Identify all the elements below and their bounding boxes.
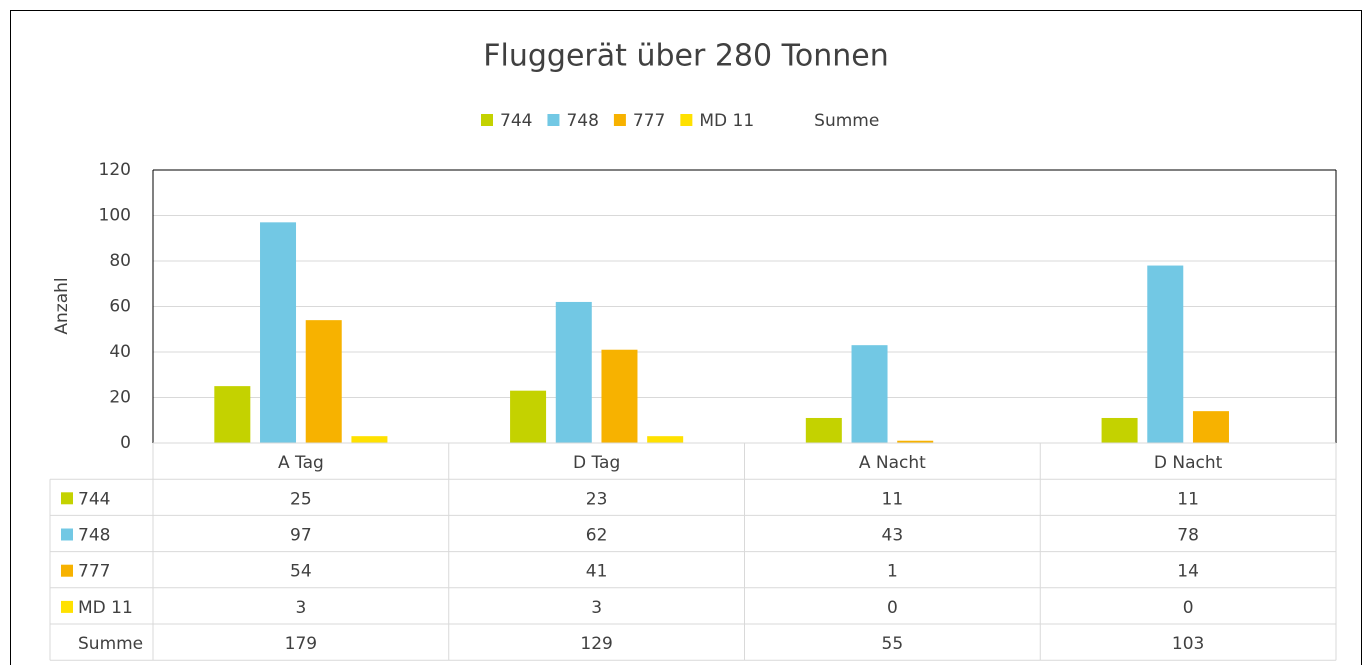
table-value: 97 — [290, 526, 312, 546]
table-value: 54 — [290, 562, 312, 582]
table-value: 43 — [882, 526, 904, 546]
bar — [1192, 411, 1229, 443]
table-value: 11 — [882, 489, 904, 509]
table-row-label: 744 — [78, 489, 110, 509]
table-value: 103 — [1172, 634, 1204, 654]
table-value: 179 — [285, 634, 317, 654]
legend-label: 744 — [500, 111, 532, 131]
table-value: 62 — [586, 526, 608, 546]
bar — [805, 417, 842, 443]
bar — [260, 222, 297, 443]
table-legend-marker — [61, 600, 73, 613]
table-value: 55 — [882, 634, 904, 654]
y-tick-label: 80 — [109, 251, 131, 271]
table-legend-marker — [61, 492, 73, 505]
bar — [647, 436, 684, 443]
y-axis-label: Anzahl — [52, 277, 72, 334]
table-legend-marker — [61, 528, 73, 541]
table-value: 41 — [586, 562, 608, 582]
x-tick-label: A Tag — [278, 453, 324, 473]
bar — [1101, 417, 1138, 443]
legend-label: MD 11 — [699, 111, 754, 131]
bar — [214, 386, 251, 443]
legend-marker — [481, 114, 493, 126]
legend-marker — [613, 114, 626, 126]
table-row-label: Summe — [78, 634, 143, 654]
y-tick-label: 20 — [109, 388, 131, 408]
legend-label: Summe — [814, 111, 879, 131]
y-tick-label: 60 — [109, 297, 131, 317]
y-tick-label: 0 — [120, 433, 131, 453]
table-value: 78 — [1177, 526, 1199, 546]
table-value: 1 — [887, 562, 898, 582]
x-tick-label: D Tag — [573, 453, 620, 473]
y-tick-label: 40 — [109, 342, 131, 362]
x-tick-label: A Nacht — [859, 453, 926, 473]
table-value: 3 — [591, 598, 602, 618]
legend-marker — [680, 114, 693, 126]
chart-border — [10, 10, 1362, 665]
legend-label: 777 — [633, 111, 665, 131]
table-value: 0 — [887, 598, 898, 618]
table-row-label: 777 — [78, 562, 110, 582]
table-row-label: 748 — [78, 526, 110, 546]
chart-title: Fluggerät über 280 Tonnen — [483, 39, 888, 74]
table-value: 11 — [1177, 489, 1199, 509]
table-value: 3 — [295, 598, 306, 618]
y-tick-label: 100 — [99, 206, 131, 226]
table-row-label: MD 11 — [78, 598, 133, 618]
table-value: 129 — [580, 634, 612, 654]
table-value: 23 — [586, 489, 608, 509]
table-value: 0 — [1183, 598, 1194, 618]
bar — [555, 301, 592, 443]
bar — [601, 349, 638, 443]
y-tick-label: 120 — [99, 160, 131, 180]
table-value: 14 — [1177, 562, 1199, 582]
bar — [851, 345, 888, 443]
bar — [510, 390, 547, 443]
bar — [1147, 265, 1184, 443]
bar — [351, 436, 388, 443]
legend-label: 748 — [566, 111, 598, 131]
table-value: 25 — [290, 489, 312, 509]
table-legend-marker — [61, 564, 73, 577]
legend-marker — [547, 114, 560, 126]
bar — [305, 320, 342, 443]
bar — [897, 440, 934, 443]
x-tick-label: D Nacht — [1154, 453, 1223, 473]
